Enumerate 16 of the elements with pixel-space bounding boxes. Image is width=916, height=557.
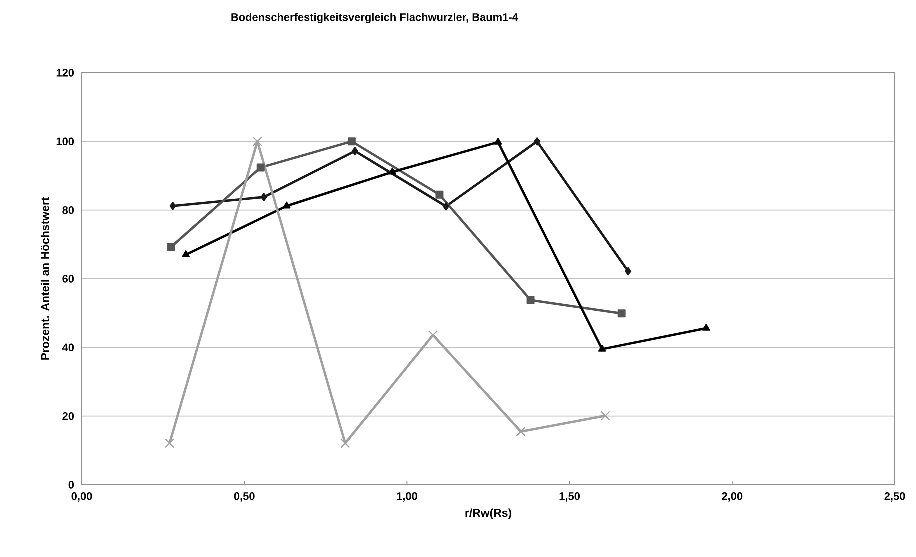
x-tick-label: 0,50 [234, 492, 255, 502]
y-tick-label: 80 [62, 206, 74, 214]
y-tick-label: 20 [62, 412, 74, 420]
x-tick-label: 1,50 [560, 492, 580, 502]
x-tick-label: 2,50 [884, 492, 906, 502]
chart-title: Bodenscherfestigkeitsvergleich Flachwurzler, Baum1-4 [232, 13, 518, 24]
y-tick-label: 40 [62, 344, 74, 352]
y-tick-label: 60 [62, 275, 74, 283]
y-tick-label: 100 [56, 138, 74, 146]
x-tick-label: 0,00 [72, 492, 92, 502]
x-axis-title: r/Rw(Rs) [466, 508, 512, 520]
y-tick-label: 0 [68, 481, 74, 489]
y-axis-title: Prozent. Anteil an Höchstwert [40, 197, 50, 360]
y-tick-label: 120 [56, 69, 74, 77]
x-tick-label: 2,00 [722, 492, 743, 502]
x-tick-label: 1,00 [397, 492, 418, 502]
